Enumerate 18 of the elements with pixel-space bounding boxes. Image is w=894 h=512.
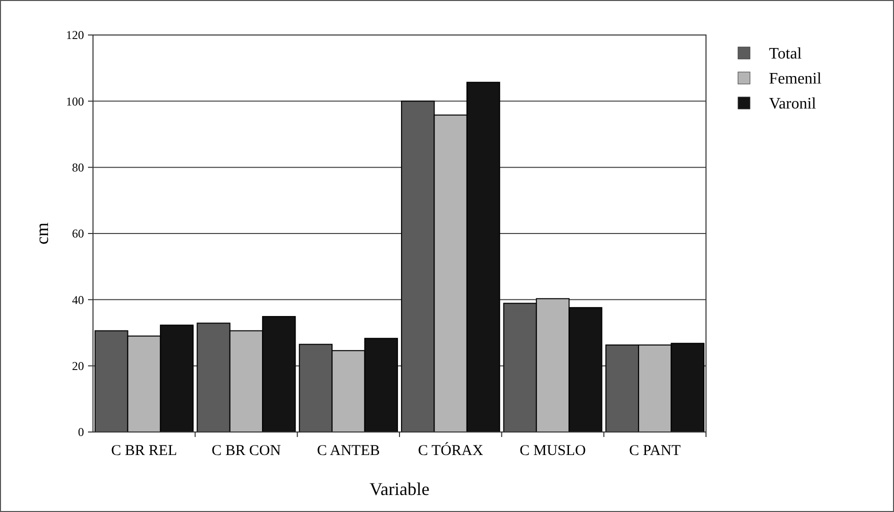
legend-label: Varonil [769, 96, 817, 113]
x-tick-label: C BR CON [212, 443, 282, 459]
y-tick-label: 40 [72, 292, 84, 307]
x-tick-label: C MUSLO [520, 443, 586, 459]
y-tick-label: 20 [72, 359, 84, 374]
legend-label: Femenil [769, 70, 822, 88]
legend-label: Total [769, 46, 802, 63]
x-tick-label: C ANTEB [316, 443, 380, 459]
y-tick-label: 0 [78, 425, 84, 440]
x-axis-title: Variable [370, 479, 430, 499]
x-tick-label: C TÓRAX [418, 442, 484, 459]
y-tick-label: 60 [72, 226, 84, 241]
x-tick-label: C BR REL [111, 443, 178, 459]
y-tick-label: 120 [66, 28, 84, 42]
y-tick-label: 100 [66, 94, 84, 108]
y-axis-title: cm [32, 222, 52, 244]
y-tick-label: 80 [72, 160, 84, 175]
x-tick-label: C PANT [629, 443, 681, 459]
